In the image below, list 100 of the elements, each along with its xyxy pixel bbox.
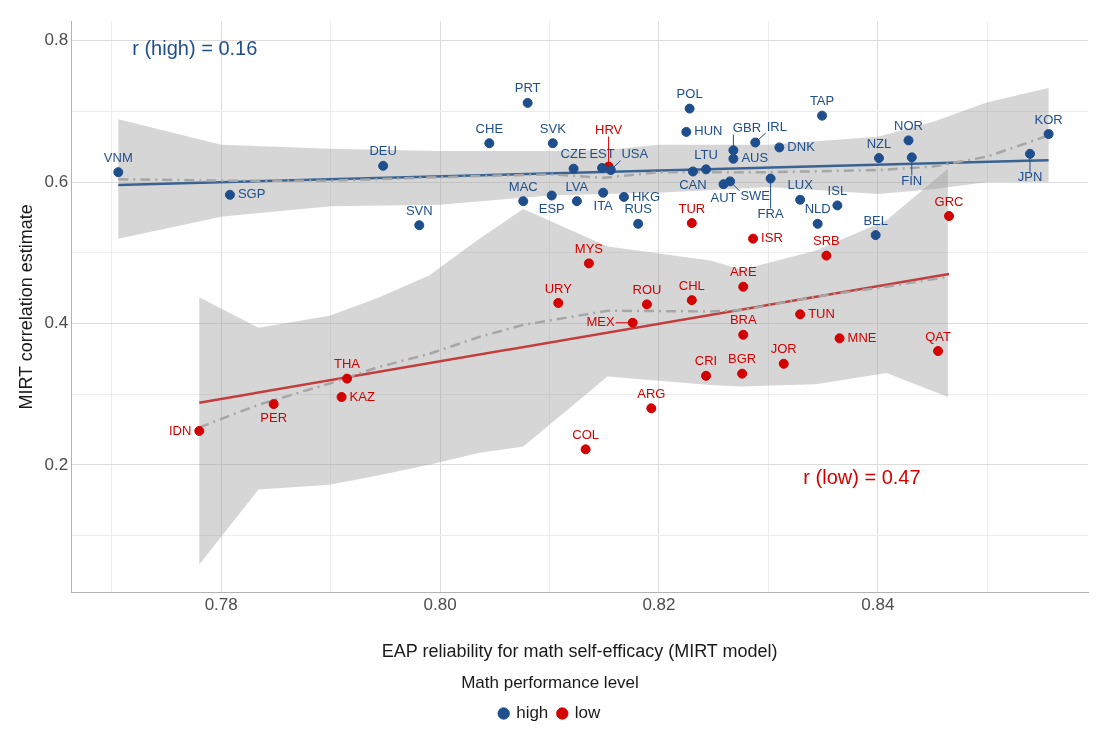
data-label: ARG [637, 385, 666, 401]
point [903, 135, 914, 146]
data-label: GBR [732, 120, 762, 136]
data-label: LTU [694, 146, 718, 162]
point [725, 176, 736, 187]
data-label: MAC [508, 178, 538, 194]
data-label: MYS [574, 240, 604, 256]
text: 0.80 [423, 595, 457, 615]
data-label: CHE [475, 120, 504, 136]
data-label: HKG [631, 188, 661, 204]
point [906, 152, 917, 163]
data-label: LVA [565, 178, 589, 194]
data-label: TUR [678, 200, 706, 216]
point [774, 142, 785, 153]
annotation: r (high) = 0.16 [132, 37, 258, 60]
legend-label: high [516, 703, 549, 723]
data-label: ESP [538, 201, 565, 217]
point [553, 297, 564, 308]
data-label: MEX [586, 314, 616, 330]
data-label: MNE [847, 329, 877, 345]
point [821, 250, 832, 261]
point [873, 153, 884, 164]
point [817, 110, 828, 121]
point [522, 97, 533, 108]
data-label: DNK [787, 139, 816, 155]
data-label: HUN [694, 123, 723, 139]
point [701, 370, 712, 381]
point [268, 399, 279, 410]
data-label: BRA [729, 312, 757, 328]
data-label: BGR [728, 351, 757, 367]
point [737, 368, 748, 379]
point [571, 196, 582, 207]
point [546, 190, 557, 201]
data-label: DEU [369, 143, 397, 159]
point [568, 163, 579, 174]
point [224, 189, 235, 200]
data-label: NLD [804, 201, 831, 217]
x-axis-title: EAP reliability for math self-efficacy (MIRT model) [381, 640, 778, 661]
point [738, 281, 749, 292]
point [832, 200, 843, 211]
data-label: USA [621, 146, 649, 162]
data-label: FRA [757, 206, 784, 222]
point [681, 126, 692, 137]
legend-label: low [574, 703, 602, 723]
point [795, 194, 806, 205]
point [414, 220, 425, 231]
data-label: ISR [761, 230, 783, 246]
data-label: ARE [729, 264, 757, 280]
data-label: KAZ [349, 388, 375, 404]
data-label: NZL [866, 135, 892, 151]
point [686, 218, 697, 229]
data-label: ROU [632, 281, 662, 297]
x-tick-label: 0.82 [642, 595, 676, 615]
point [870, 230, 881, 241]
point [1024, 148, 1035, 159]
point [728, 153, 739, 164]
point [834, 333, 845, 344]
point [378, 160, 389, 171]
data-label: URY [544, 280, 573, 296]
point [738, 329, 749, 340]
point [194, 425, 205, 436]
data-label: SGP [237, 186, 266, 202]
data-label: CAN [679, 177, 707, 193]
point [484, 138, 495, 149]
point [728, 145, 739, 156]
data-label: SVK [539, 120, 567, 136]
y-tick-label: 0.4 [44, 313, 69, 333]
data-label: GRC [934, 193, 964, 209]
point [1043, 129, 1054, 140]
point [583, 258, 594, 269]
x-tick-label: 0.84 [861, 595, 895, 615]
data-label: POL [676, 86, 703, 102]
point [748, 233, 759, 244]
point [765, 173, 776, 184]
y-tick-label: 0.8 [44, 30, 69, 50]
point [597, 162, 608, 173]
point [627, 317, 638, 328]
data-label: JOR [770, 341, 797, 357]
data-label: PER [260, 409, 288, 425]
point [518, 196, 529, 207]
data-label: PRT [514, 80, 541, 96]
point [684, 103, 695, 114]
y-tick-label: 0.2 [44, 454, 69, 474]
y-tick-label: 0.6 [44, 171, 69, 191]
data-label: SRB [813, 233, 840, 249]
point [113, 167, 124, 178]
point [633, 218, 644, 229]
data-label: IDN [168, 422, 192, 438]
data-label: RUS [624, 201, 653, 217]
data-label: FIN [901, 172, 923, 188]
point [336, 392, 347, 402]
data-label: AUT [710, 189, 737, 205]
data-label: ITA [593, 198, 614, 214]
data-label: THA [334, 356, 361, 372]
point [646, 403, 657, 414]
data-label: AUS [741, 150, 769, 166]
data-label: ISL [827, 183, 848, 198]
annotation: r (low) = 0.47 [803, 465, 921, 488]
point [605, 165, 616, 176]
point [687, 166, 698, 177]
